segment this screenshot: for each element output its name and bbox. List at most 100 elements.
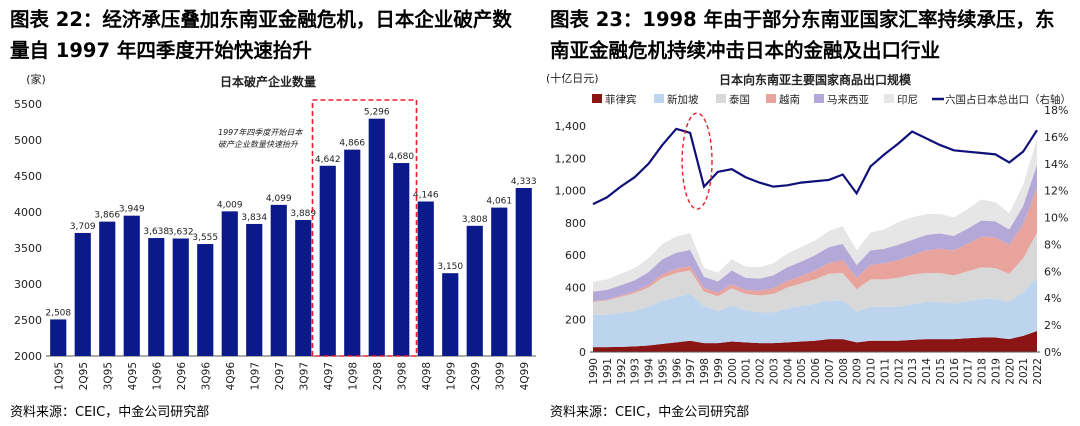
y-tick-label: 5500: [14, 98, 42, 111]
bar: [123, 215, 140, 356]
bar-value-label: 4,333: [511, 177, 537, 187]
x-tick-label: 1995: [657, 358, 669, 385]
bar: [466, 225, 483, 356]
y-tick-label: 1,000: [555, 185, 587, 198]
y2-tick-label: 8%: [1044, 238, 1061, 251]
x-tick-label: 2011: [879, 358, 891, 385]
area-6: [593, 139, 1037, 292]
bar: [221, 211, 238, 356]
x-tick-label: 2022: [1032, 358, 1044, 385]
legend-label: 菲律宾: [605, 93, 637, 106]
x-tick-label: 1Q97: [249, 362, 261, 390]
y-tick-label: 600: [565, 249, 586, 262]
bar: [319, 165, 336, 356]
x-tick-label: 2016: [949, 358, 961, 385]
legend-label: 新加坡: [667, 93, 699, 106]
x-tick-label: 4Q97: [323, 362, 335, 390]
bar-value-label: 3,709: [70, 222, 96, 232]
y-tick-label: 1,200: [555, 152, 587, 165]
x-tick-label: 2017: [963, 358, 975, 385]
x-tick-label: 2004: [782, 358, 794, 385]
bar-value-label: 4,642: [315, 155, 341, 165]
y-tick-label: 3500: [14, 242, 42, 255]
y-tick-label: 1,400: [555, 120, 587, 133]
bar-value-label: 3,949: [119, 205, 145, 215]
left-source-note: 资料来源：CEIC，中金公司研究部: [10, 405, 210, 420]
x-tick-label: 1Q96: [151, 362, 163, 391]
x-tick-label: 2008: [838, 358, 850, 385]
x-tick-label: 2020: [1004, 358, 1016, 385]
x-tick-label: 1Q98: [347, 362, 359, 390]
y-tick-label: 5000: [14, 134, 42, 147]
x-tick-label: 2009: [852, 358, 864, 385]
highlight-ellipse: [681, 112, 713, 210]
x-tick-label: 1991: [602, 358, 614, 385]
x-tick-label: 2015: [935, 358, 947, 385]
x-tick-label: 4Q98: [421, 362, 433, 390]
bar: [344, 149, 361, 356]
share-line: [592, 127, 1038, 206]
area-4: [593, 187, 1037, 302]
x-tick-label: 2018: [977, 358, 989, 385]
legend-label: 越南: [779, 93, 800, 106]
legend-swatch: [716, 94, 726, 103]
y-tick-label: 800: [565, 217, 586, 230]
bar-value-label: 5,296: [364, 108, 390, 118]
legend-swatch: [654, 94, 664, 103]
y2-tick-label: 12%: [1044, 185, 1068, 198]
legend-label: 马来西亚: [827, 94, 869, 106]
x-tick-label: 1990: [588, 358, 600, 385]
bar-value-label: 2,508: [45, 308, 71, 318]
y-axis-unit: (家): [26, 72, 46, 86]
annotation-text: 破产企业数量快速抬升: [218, 140, 299, 149]
y-tick-label: 2000: [14, 350, 42, 363]
x-tick-label: 2012: [893, 358, 905, 385]
bar-value-label: 3,834: [241, 213, 267, 223]
right-source-note: 资料来源：CEIC，中金公司研究部: [550, 405, 750, 420]
y2-tick-label: 10%: [1044, 212, 1068, 225]
annotation-text: 1997年四季度开始日本: [218, 128, 303, 137]
bar: [442, 273, 459, 356]
legend-swatch: [766, 94, 776, 103]
x-tick-label: 2006: [810, 358, 822, 385]
x-tick-label: 2002: [755, 358, 767, 385]
bar: [50, 319, 67, 356]
x-tick-label: 1Q99: [445, 362, 457, 390]
x-tick-label: 1992: [616, 358, 628, 385]
bar-value-label: 4,866: [339, 139, 365, 149]
x-tick-label: 2003: [768, 358, 780, 385]
legend-swatch: [884, 94, 894, 103]
bar-value-label: 3,808: [462, 215, 488, 225]
bar: [393, 163, 410, 356]
bar-value-label: 3,150: [437, 262, 463, 272]
bar-value-label: 4,680: [388, 152, 414, 162]
bar: [270, 204, 287, 356]
bar-value-label: 3,866: [94, 211, 120, 221]
x-tick-label: 2Q97: [274, 362, 286, 390]
legend-swatch: [592, 94, 602, 103]
x-tick-label: 4Q99: [519, 362, 531, 390]
bar-value-label: 3,632: [168, 227, 194, 237]
x-tick-label: 2010: [866, 358, 878, 385]
chart-title: 日本破产企业数量: [220, 74, 316, 89]
bar: [515, 188, 532, 356]
x-tick-label: 2014: [921, 358, 933, 385]
x-tick-label: 2007: [824, 358, 836, 385]
y2-tick-label: 2%: [1044, 319, 1061, 332]
x-tick-label: 1997: [685, 358, 697, 385]
x-tick-label: 4Q96: [225, 362, 237, 391]
bar-value-label: 4,146: [413, 190, 439, 200]
y-tick-label: 200: [565, 314, 586, 327]
bar-value-label: 3,638: [143, 227, 169, 237]
area-2: [593, 277, 1037, 348]
left-figure: 图表 22：经济承压叠加东南亚金融危机，日本企业破产数量自 1997 年四季度开…: [10, 8, 537, 420]
bar-value-label: 4,061: [486, 197, 512, 207]
y2-tick-label: 0%: [1044, 346, 1061, 359]
x-tick-label: 2Q98: [372, 362, 384, 390]
y-tick-label: 4500: [14, 170, 42, 183]
x-tick-label: 2019: [990, 358, 1002, 385]
x-tick-label: 2000: [727, 358, 739, 385]
legend-label: 泰国: [729, 93, 750, 106]
x-tick-label: 3Q99: [494, 362, 506, 390]
x-tick-label: 2013: [907, 358, 919, 385]
